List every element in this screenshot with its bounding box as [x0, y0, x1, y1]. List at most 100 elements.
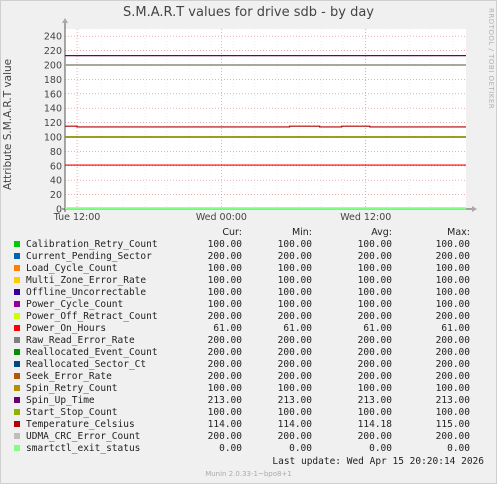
- legend-value-cur: 0.00: [219, 443, 242, 454]
- legend-swatch: [14, 373, 20, 379]
- legend-value-avg: 100.00: [357, 263, 392, 274]
- legend-swatch: [14, 349, 20, 355]
- legend-value-min: 200.00: [277, 359, 312, 370]
- legend-value-avg: 213.00: [357, 395, 392, 406]
- legend-value-avg: 200.00: [357, 347, 392, 358]
- legend-label: Seek_Error_Rate: [26, 371, 112, 382]
- plot-area: [65, 29, 466, 209]
- legend-row: smartctl_exit_status 0.00 0.00 0.00 0.00: [0, 443, 497, 455]
- legend-value-max: 100.00: [435, 263, 470, 274]
- legend-value-min: 100.00: [277, 275, 312, 286]
- legend-label: Current_Pending_Sector: [26, 251, 152, 262]
- y-axis-arrow: [62, 18, 68, 23]
- legend-label: Offline_Uncorrectable: [26, 287, 147, 298]
- legend-value-max: 115.00: [435, 419, 470, 430]
- legend-value-avg: 0.00: [369, 443, 392, 454]
- y-tick-label: 200: [44, 61, 62, 72]
- legend-swatch: [14, 421, 20, 427]
- legend-swatch: [14, 385, 20, 391]
- legend-swatch: [14, 265, 20, 271]
- legend-value-max: 200.00: [435, 311, 470, 322]
- legend-label: Start_Stop_Count: [26, 407, 118, 418]
- legend-value-cur: 200.00: [207, 311, 242, 322]
- legend-value-avg: 200.00: [357, 371, 392, 382]
- legend-value-max: 100.00: [435, 407, 470, 418]
- legend-value-min: 114.00: [277, 419, 312, 430]
- legend-value-cur: 100.00: [207, 407, 242, 418]
- legend-value-min: 100.00: [277, 239, 312, 250]
- legend-value-max: 213.00: [435, 395, 470, 406]
- legend-value-min: 100.00: [277, 263, 312, 274]
- legend-value-min: 61.00: [283, 323, 312, 334]
- legend-label: Spin_Retry_Count: [26, 383, 118, 394]
- legend-header-avg: Avg:: [371, 227, 392, 238]
- legend-row: Spin_Retry_Count 100.00 100.00 100.00 100.00: [0, 383, 497, 395]
- y-tick-label: 140: [44, 104, 62, 115]
- legend-value-cur: 200.00: [207, 431, 242, 442]
- legend-value-cur: 100.00: [207, 287, 242, 298]
- legend-value-max: 100.00: [435, 299, 470, 310]
- legend-row: Power_On_Hours 61.00 61.00 61.00 61.00: [0, 323, 497, 335]
- legend-row: Load_Cycle_Count 100.00 100.00 100.00 100.00: [0, 263, 497, 275]
- legend-value-min: 100.00: [277, 407, 312, 418]
- y-tick-label: 120: [44, 118, 62, 129]
- legend-value-cur: 200.00: [207, 347, 242, 358]
- legend-row: UDMA_CRC_Error_Count 200.00 200.00 200.00 20…: [0, 431, 497, 443]
- legend-swatch: [14, 313, 20, 319]
- y-tick-label: 40: [50, 176, 62, 187]
- legend-value-cur: 200.00: [207, 335, 242, 346]
- legend-swatch: [14, 289, 20, 295]
- legend-value-max: 200.00: [435, 335, 470, 346]
- legend-value-max: 100.00: [435, 383, 470, 394]
- legend-value-min: 200.00: [277, 431, 312, 442]
- legend-value-cur: 100.00: [207, 263, 242, 274]
- legend-label: Reallocated_Sector_Ct: [26, 359, 147, 370]
- legend-swatch: [14, 397, 20, 403]
- legend-value-max: 200.00: [435, 359, 470, 370]
- legend-label: Raw_Read_Error_Rate: [26, 335, 135, 346]
- legend-value-avg: 100.00: [357, 275, 392, 286]
- legend-value-max: 100.00: [435, 275, 470, 286]
- legend-value-max: 200.00: [435, 251, 470, 262]
- legend-value-cur: 100.00: [207, 299, 242, 310]
- legend-value-min: 200.00: [277, 347, 312, 358]
- legend-label: Power_Off_Retract_Count: [26, 311, 158, 322]
- legend-header-cur: Cur:: [222, 227, 242, 238]
- legend-value-min: 200.00: [277, 251, 312, 262]
- legend-value-avg: 100.00: [357, 287, 392, 298]
- legend-value-cur: 61.00: [213, 323, 242, 334]
- legend-value-max: 61.00: [441, 323, 470, 334]
- legend-swatch: [14, 337, 20, 343]
- chart-title: S.M.A.R.T values for drive sdb - by day: [123, 5, 374, 20]
- last-update: Last update: Wed Apr 15 20:20:14 2026: [272, 456, 484, 467]
- legend-swatch: [14, 325, 20, 331]
- legend-swatch: [14, 277, 20, 283]
- legend-label: Power_Cycle_Count: [26, 299, 124, 310]
- legend-value-cur: 200.00: [207, 371, 242, 382]
- series-line-temperature-celsius: [65, 125, 466, 128]
- legend-swatch: [14, 253, 20, 259]
- legend-value-avg: 200.00: [357, 311, 392, 322]
- y-tick-label: 220: [44, 46, 62, 57]
- legend-value-avg: 61.00: [363, 323, 392, 334]
- legend-row: Multi_Zone_Error_Rate 100.00 100.00 100.00 1…: [0, 275, 497, 287]
- legend-value-min: 100.00: [277, 299, 312, 310]
- legend-row: Start_Stop_Count 100.00 100.00 100.00 100.00: [0, 407, 497, 419]
- legend-value-avg: 100.00: [357, 407, 392, 418]
- legend-value-avg: 100.00: [357, 239, 392, 250]
- y-tick-label: 80: [50, 147, 62, 158]
- y-tick-label: 100: [44, 133, 62, 144]
- y-tick-label: 0: [56, 205, 62, 216]
- legend-swatch: [14, 445, 20, 451]
- legend-value-avg: 200.00: [357, 251, 392, 262]
- y-tick-label: 180: [44, 75, 62, 86]
- x-tick-label: Wed 12:00: [340, 212, 391, 223]
- legend-value-max: 200.00: [435, 347, 470, 358]
- legend-value-min: 100.00: [277, 287, 312, 298]
- legend-value-cur: 200.00: [207, 359, 242, 370]
- legend-value-avg: 200.00: [357, 335, 392, 346]
- legend-value-min: 100.00: [277, 383, 312, 394]
- y-tick-label: 160: [44, 89, 62, 100]
- legend-value-cur: 100.00: [207, 239, 242, 250]
- y-tick-label: 20: [50, 190, 62, 201]
